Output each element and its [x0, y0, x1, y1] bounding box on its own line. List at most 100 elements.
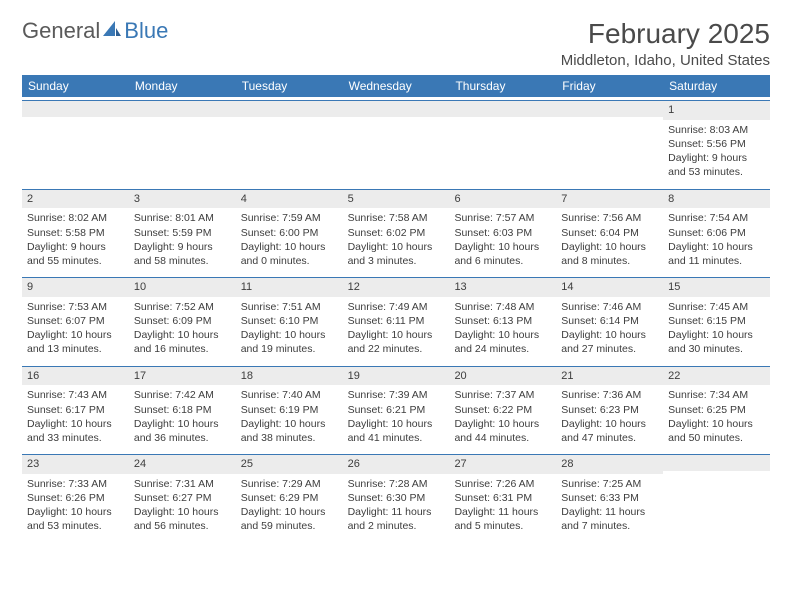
- sunrise-text: Sunrise: 7:48 AM: [454, 300, 551, 314]
- sunset-text: Sunset: 6:19 PM: [241, 403, 338, 417]
- sunrise-text: Sunrise: 7:40 AM: [241, 388, 338, 402]
- daylight-text: Daylight: 10 hours and 33 minutes.: [27, 417, 124, 445]
- sunrise-text: Sunrise: 8:03 AM: [668, 123, 765, 137]
- day-number: 24: [129, 454, 236, 474]
- day-number: [22, 100, 129, 117]
- weekday-header: Wednesday: [343, 75, 450, 97]
- day-number: 8: [663, 189, 770, 209]
- title-block: February 2025 Middleton, Idaho, United S…: [561, 18, 770, 69]
- day-number: 26: [343, 454, 450, 474]
- day-number: 11: [236, 277, 343, 297]
- daylight-text: Daylight: 10 hours and 19 minutes.: [241, 328, 338, 356]
- sunset-text: Sunset: 5:58 PM: [27, 226, 124, 240]
- daylight-text: Daylight: 11 hours and 2 minutes.: [348, 505, 445, 533]
- sunrise-text: Sunrise: 7:39 AM: [348, 388, 445, 402]
- day-number: 14: [556, 277, 663, 297]
- location-subtitle: Middleton, Idaho, United States: [561, 52, 770, 69]
- day-number: 12: [343, 277, 450, 297]
- sunset-text: Sunset: 6:21 PM: [348, 403, 445, 417]
- day-number: [449, 100, 556, 117]
- sunset-text: Sunset: 5:59 PM: [134, 226, 231, 240]
- sunset-text: Sunset: 6:14 PM: [561, 314, 658, 328]
- daylight-text: Daylight: 10 hours and 53 minutes.: [27, 505, 124, 533]
- sunrise-text: Sunrise: 7:42 AM: [134, 388, 231, 402]
- day-cell: 8Sunrise: 7:54 AMSunset: 6:06 PMDaylight…: [663, 186, 770, 275]
- day-number: [236, 100, 343, 117]
- day-cell: [343, 97, 450, 186]
- day-cell: 25Sunrise: 7:29 AMSunset: 6:29 PMDayligh…: [236, 451, 343, 540]
- sunset-text: Sunset: 6:26 PM: [27, 491, 124, 505]
- day-number: 21: [556, 366, 663, 386]
- day-cell: [663, 451, 770, 540]
- sunrise-text: Sunrise: 7:54 AM: [668, 211, 765, 225]
- day-cell: 16Sunrise: 7:43 AMSunset: 6:17 PMDayligh…: [22, 363, 129, 452]
- weekday-header: Tuesday: [236, 75, 343, 97]
- sunset-text: Sunset: 6:31 PM: [454, 491, 551, 505]
- day-cell: 4Sunrise: 7:59 AMSunset: 6:00 PMDaylight…: [236, 186, 343, 275]
- sunrise-text: Sunrise: 7:37 AM: [454, 388, 551, 402]
- daylight-text: Daylight: 10 hours and 30 minutes.: [668, 328, 765, 356]
- sunrise-text: Sunrise: 7:36 AM: [561, 388, 658, 402]
- day-cell: [22, 97, 129, 186]
- day-cell: 22Sunrise: 7:34 AMSunset: 6:25 PMDayligh…: [663, 363, 770, 452]
- sail-icon: [102, 20, 122, 43]
- sunset-text: Sunset: 6:25 PM: [668, 403, 765, 417]
- day-number: 10: [129, 277, 236, 297]
- weekday-header: Monday: [129, 75, 236, 97]
- daylight-text: Daylight: 10 hours and 24 minutes.: [454, 328, 551, 356]
- sunset-text: Sunset: 5:56 PM: [668, 137, 765, 151]
- sunset-text: Sunset: 6:27 PM: [134, 491, 231, 505]
- day-number: 18: [236, 366, 343, 386]
- daylight-text: Daylight: 11 hours and 5 minutes.: [454, 505, 551, 533]
- logo-text-general: General: [22, 18, 100, 44]
- weekday-header-row: Sunday Monday Tuesday Wednesday Thursday…: [22, 75, 770, 97]
- daylight-text: Daylight: 10 hours and 11 minutes.: [668, 240, 765, 268]
- daylight-text: Daylight: 10 hours and 59 minutes.: [241, 505, 338, 533]
- day-number: 9: [22, 277, 129, 297]
- day-number: 1: [663, 100, 770, 120]
- sunset-text: Sunset: 6:30 PM: [348, 491, 445, 505]
- day-number: 28: [556, 454, 663, 474]
- sunrise-text: Sunrise: 7:33 AM: [27, 477, 124, 491]
- sunrise-text: Sunrise: 7:43 AM: [27, 388, 124, 402]
- day-cell: 20Sunrise: 7:37 AMSunset: 6:22 PMDayligh…: [449, 363, 556, 452]
- day-cell: 18Sunrise: 7:40 AMSunset: 6:19 PMDayligh…: [236, 363, 343, 452]
- sunrise-text: Sunrise: 7:49 AM: [348, 300, 445, 314]
- daylight-text: Daylight: 10 hours and 22 minutes.: [348, 328, 445, 356]
- daylight-text: Daylight: 10 hours and 0 minutes.: [241, 240, 338, 268]
- week-row: 9Sunrise: 7:53 AMSunset: 6:07 PMDaylight…: [22, 274, 770, 363]
- weeks-container: 1 Sunrise: 8:03 AMSunset: 5:56 PM Daylight…: [22, 97, 770, 540]
- sunrise-text: Sunrise: 7:59 AM: [241, 211, 338, 225]
- sunset-text: Sunset: 6:04 PM: [561, 226, 658, 240]
- day-number: 17: [129, 366, 236, 386]
- daylight-text: Daylight: 10 hours and 56 minutes.: [134, 505, 231, 533]
- calendar-title: February 2025: [561, 18, 770, 50]
- day-cell: 14Sunrise: 7:46 AMSunset: 6:14 PMDayligh…: [556, 274, 663, 363]
- day-number: 27: [449, 454, 556, 474]
- day-number: 3: [129, 189, 236, 209]
- weekday-header: Saturday: [663, 75, 770, 97]
- sunrise-text: Sunrise: 7:28 AM: [348, 477, 445, 491]
- sunset-text: Sunset: 6:18 PM: [134, 403, 231, 417]
- day-cell: 23 Sunrise: 7:33 AMSunset: 6:26 PMDayligh…: [22, 451, 129, 540]
- day-number: 7: [556, 189, 663, 209]
- day-cell: 13Sunrise: 7:48 AMSunset: 6:13 PMDayligh…: [449, 274, 556, 363]
- day-number: 5: [343, 189, 450, 209]
- sunrise-text: Sunrise: 7:26 AM: [454, 477, 551, 491]
- daylight-text: Daylight: 10 hours and 41 minutes.: [348, 417, 445, 445]
- sunrise-text: Sunrise: 7:57 AM: [454, 211, 551, 225]
- day-number: [556, 100, 663, 117]
- day-cell: 12Sunrise: 7:49 AMSunset: 6:11 PMDayligh…: [343, 274, 450, 363]
- day-number: 23: [22, 454, 129, 474]
- daylight-text: Daylight: 10 hours and 6 minutes.: [454, 240, 551, 268]
- sunrise-text: Sunrise: 7:56 AM: [561, 211, 658, 225]
- page-header: General Blue February 2025 Middleton, Id…: [22, 18, 770, 69]
- sunset-text: Sunset: 6:00 PM: [241, 226, 338, 240]
- daylight-text: Daylight: 10 hours and 8 minutes.: [561, 240, 658, 268]
- calendar-grid: Sunday Monday Tuesday Wednesday Thursday…: [22, 75, 770, 540]
- sunrise-text: Sunrise: 7:34 AM: [668, 388, 765, 402]
- day-number: 16: [22, 366, 129, 386]
- day-cell: 26 Sunrise: 7:28 AMSunset: 6:30 PMDayligh…: [343, 451, 450, 540]
- day-cell: 5Sunrise: 7:58 AMSunset: 6:02 PMDaylight…: [343, 186, 450, 275]
- day-cell: 17Sunrise: 7:42 AMSunset: 6:18 PMDayligh…: [129, 363, 236, 452]
